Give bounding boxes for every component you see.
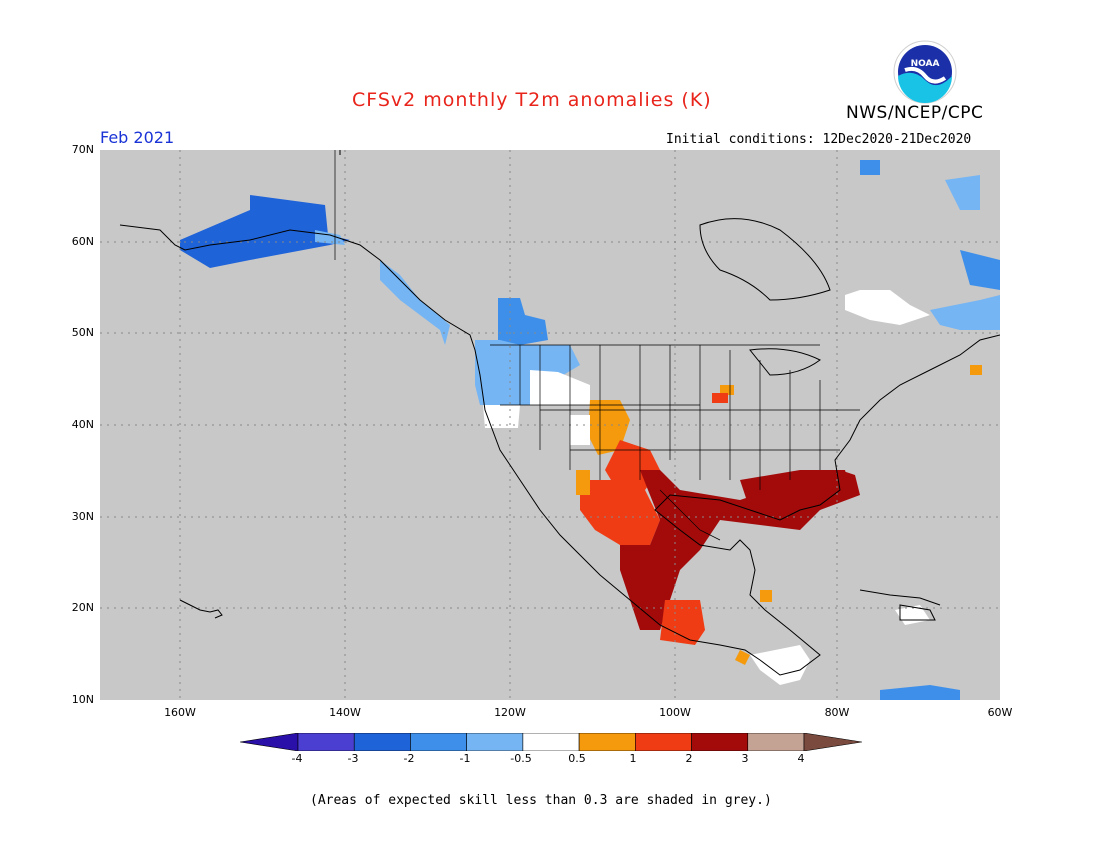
lat-label-70n: 70N xyxy=(71,143,94,156)
anomaly-canada-east xyxy=(845,160,1000,700)
colorbar-label: -1 xyxy=(459,752,471,765)
agency-label: NWS/NCEP/CPC xyxy=(846,103,984,123)
anomaly-map xyxy=(100,150,1000,700)
lat-label-10n: 10N xyxy=(71,693,94,706)
political-borders xyxy=(334,150,860,541)
colorbar-label: 4 xyxy=(797,752,805,765)
colorbar-label: 0.5 xyxy=(568,752,586,765)
colorbar-swatch xyxy=(803,733,862,751)
lat-label-60n: 60N xyxy=(71,235,94,248)
anomaly-central-america-neutral xyxy=(750,645,810,685)
lat-label-20n: 20N xyxy=(71,601,94,614)
graticule xyxy=(100,150,1000,700)
colorbar-swatch xyxy=(410,733,467,751)
colorbar-label: -2 xyxy=(403,752,415,765)
colorbar xyxy=(240,733,862,751)
map-title: CFSv2 monthly T2m anomalies (K) xyxy=(352,89,712,111)
colorbar-label: -0.5 xyxy=(510,752,532,765)
lat-label-30n: 30N xyxy=(71,510,94,523)
coastlines xyxy=(119,150,1000,676)
anomaly-iowa-red xyxy=(712,393,728,403)
lon-label-100w: 100W xyxy=(659,706,691,719)
colorbar-swatch xyxy=(522,733,580,751)
anomaly-mexico-south-warm xyxy=(660,590,772,665)
lon-label-160w: 160W xyxy=(164,706,196,719)
colorbar-label: -4 xyxy=(291,752,303,765)
colorbar-swatch xyxy=(353,733,411,751)
lon-label-80w: 80W xyxy=(824,706,850,719)
lon-label-120w: 120W xyxy=(494,706,526,719)
colorbar-swatch xyxy=(297,733,355,751)
colorbar-swatch xyxy=(747,733,805,751)
lat-label-40n: 40N xyxy=(71,418,94,431)
colorbar-swatch xyxy=(635,733,692,751)
lon-label-140w: 140W xyxy=(329,706,361,719)
svg-text:NOAA: NOAA xyxy=(911,59,940,69)
noaa-logo: NOAA xyxy=(893,40,957,104)
colorbar-label: 2 xyxy=(685,752,693,765)
lat-label-50n: 50N xyxy=(71,326,94,339)
colorbar-label: 1 xyxy=(629,752,637,765)
colorbar-swatch xyxy=(578,733,636,751)
lon-label-60w: 60W xyxy=(987,706,1013,719)
footnote: (Areas of expected skill less than 0.3 a… xyxy=(310,793,772,808)
colorbar-swatch xyxy=(691,733,749,751)
colorbar-label: -3 xyxy=(347,752,359,765)
anomaly-iowa-warm xyxy=(720,385,734,395)
initial-conditions: Initial conditions: 12Dec2020-21Dec2020 xyxy=(666,132,972,147)
anomaly-nova-scotia-warm xyxy=(970,365,982,375)
colorbar-swatch xyxy=(240,733,299,751)
colorbar-label: 3 xyxy=(741,752,749,765)
colorbar-swatch xyxy=(466,733,524,751)
forecast-month: Feb 2021 xyxy=(100,128,175,147)
